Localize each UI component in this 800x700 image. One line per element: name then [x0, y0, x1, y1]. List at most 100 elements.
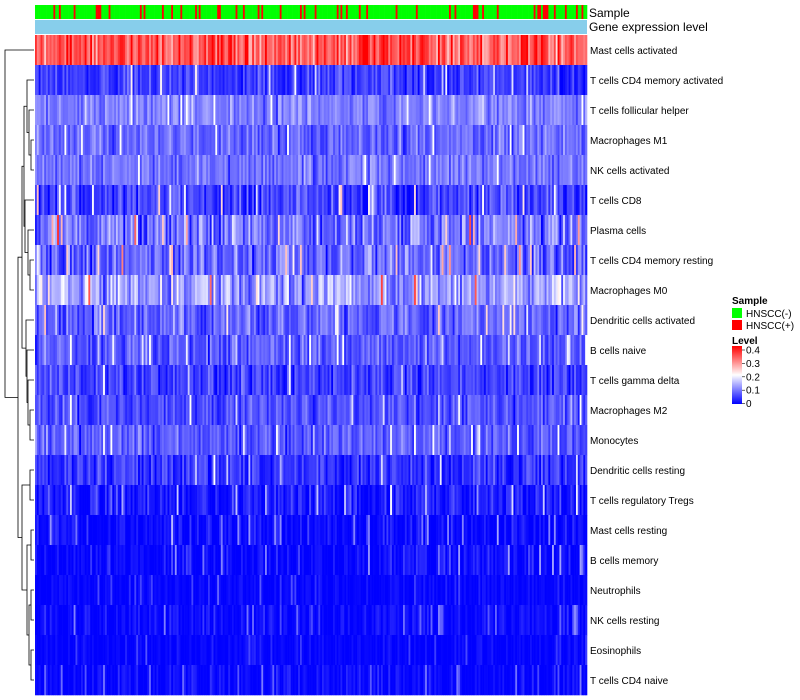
- heatmap-cell: [430, 65, 433, 96]
- heatmap-cell: [360, 485, 363, 516]
- heatmap-cell: [325, 455, 328, 486]
- heatmap-cell: [213, 275, 216, 306]
- heatmap-cell: [535, 155, 538, 186]
- sample-annotation-cell: [73, 5, 76, 19]
- heatmap-cell: [362, 155, 365, 186]
- heatmap-cell: [171, 155, 174, 186]
- heatmap-cell: [553, 215, 557, 246]
- heatmap-cell: [522, 455, 525, 486]
- heatmap-cell: [77, 305, 80, 336]
- heatmap-cell: [581, 35, 584, 66]
- heatmap-cell: [577, 395, 580, 426]
- sample-annotation-cell: [248, 5, 251, 19]
- heatmap-cell: [106, 335, 109, 366]
- heatmap-cell: [95, 215, 98, 246]
- heatmap-cell: [270, 365, 273, 396]
- heatmap-cell: [209, 395, 212, 426]
- heatmap-cell: [44, 95, 47, 126]
- heatmap-cell: [73, 305, 76, 336]
- heatmap-cell: [323, 455, 327, 486]
- heatmap-cell: [467, 425, 470, 456]
- heatmap-cell: [196, 365, 200, 396]
- heatmap-cell: [564, 245, 568, 276]
- heatmap-cell: [73, 155, 76, 186]
- heatmap-cell: [231, 215, 235, 246]
- sample-annotation-cell: [163, 5, 166, 19]
- heatmap-cell: [46, 395, 49, 426]
- heatmap-cell: [391, 335, 395, 366]
- heatmap-cell: [209, 125, 212, 156]
- heatmap-cell: [307, 245, 310, 276]
- heatmap-cell: [246, 335, 249, 366]
- heatmap-cell: [77, 395, 80, 426]
- heatmap-cell: [139, 65, 143, 96]
- heatmap-cell: [138, 185, 141, 216]
- heatmap-cell: [184, 455, 187, 486]
- heatmap-cell: [248, 425, 251, 456]
- heatmap-cell: [412, 395, 415, 426]
- heatmap-cell: [255, 125, 258, 156]
- sample-annotation-cell: [296, 5, 299, 19]
- heatmap-cell: [496, 275, 499, 306]
- heatmap-cell: [303, 275, 306, 306]
- heatmap-cell: [404, 455, 407, 486]
- heatmap-cell: [81, 395, 84, 426]
- heatmap-cell: [585, 335, 588, 366]
- heatmap-cell: [552, 275, 555, 306]
- heatmap-cell: [384, 305, 387, 336]
- heatmap-cell: [309, 305, 312, 336]
- heatmap-cell: [498, 335, 501, 366]
- heatmap-cell: [322, 455, 325, 486]
- sample-annotation-cell: [60, 5, 63, 19]
- heatmap-cell: [207, 335, 211, 366]
- heatmap-cell: [518, 185, 522, 216]
- heatmap-cell: [583, 305, 586, 336]
- heatmap-cell: [312, 155, 315, 186]
- sample-annotation-cell: [299, 5, 303, 19]
- heatmap-cell: [117, 275, 120, 306]
- heatmap-cell: [169, 425, 172, 456]
- heatmap-cell: [369, 65, 373, 96]
- heatmap-cell: [357, 95, 360, 126]
- heatmap-cell: [114, 485, 117, 516]
- heatmap-cell: [128, 155, 131, 186]
- heatmap-cell: [40, 335, 43, 366]
- heatmap-cell: [506, 35, 509, 66]
- heatmap-cell: [360, 455, 363, 486]
- heatmap-cell: [82, 95, 85, 126]
- heatmap-cell: [224, 245, 227, 276]
- heatmap-cell: [226, 335, 229, 366]
- heatmap-cell: [515, 35, 518, 66]
- heatmap-cell: [323, 245, 327, 276]
- heatmap-cell: [82, 245, 85, 276]
- heatmap-cell: [390, 65, 393, 96]
- heatmap-cell: [482, 155, 485, 186]
- heatmap-cell: [388, 35, 391, 66]
- heatmap-cell: [139, 125, 143, 156]
- heatmap-cell: [515, 455, 518, 486]
- heatmap-cell: [35, 485, 38, 516]
- heatmap-cell: [454, 455, 457, 486]
- heatmap-cell: [241, 215, 244, 246]
- heatmap-cell: [377, 155, 380, 186]
- heatmap-cell: [55, 215, 58, 246]
- heatmap-cell: [496, 365, 499, 396]
- sample-annotation-cell: [252, 5, 255, 19]
- heatmap-row: [35, 95, 588, 126]
- heatmap-cell: [452, 245, 455, 276]
- sample-annotation-cell: [287, 5, 290, 19]
- heatmap-cell: [351, 455, 354, 486]
- heatmap-cell: [217, 305, 220, 336]
- heatmap-cell: [472, 305, 476, 336]
- heatmap-cell: [410, 305, 413, 336]
- heatmap-cell: [417, 245, 420, 276]
- heatmap-cell: [182, 305, 185, 336]
- heatmap-cell: [526, 455, 529, 486]
- heatmap-cell: [500, 185, 503, 216]
- heatmap-cell: [333, 245, 336, 276]
- heatmap-cell: [460, 95, 463, 126]
- heatmap-cell: [250, 35, 253, 66]
- sample-annotation-cell: [233, 5, 236, 19]
- sample-annotation-cell: [180, 5, 183, 19]
- heatmap-cell: [307, 185, 310, 216]
